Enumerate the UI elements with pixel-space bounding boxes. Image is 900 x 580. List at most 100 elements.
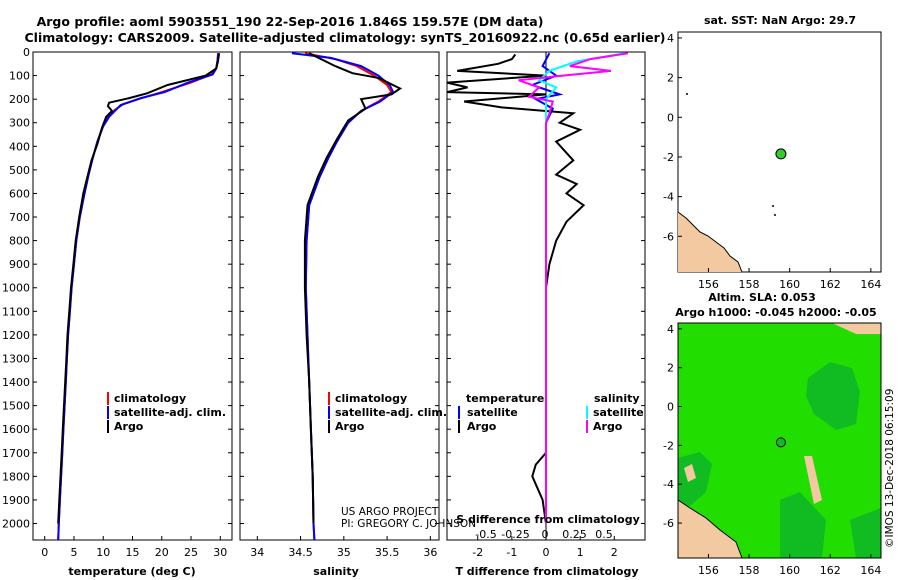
map-x-tick-label: 156 (698, 564, 719, 577)
map-y-tick-label: -6 (663, 517, 674, 530)
diff-legend-salinity-header: salinity (594, 392, 640, 405)
map-y-tick-label: -6 (663, 230, 674, 243)
map-top-coast (677, 211, 743, 273)
x-tick-label: 25 (184, 546, 198, 559)
watermark: ©IMOS 13-Dec-2018 06:15:09 (884, 389, 896, 548)
map-y-tick-label: -4 (663, 191, 674, 204)
difference-legend: temperature satellite Argo salinity sate… (458, 392, 644, 433)
depth-axis: 0 100 200 300 400 500 600 700 800 900 1000 1100 1200… (2, 46, 645, 530)
x-tick-label: -2 (472, 546, 483, 559)
map-x-tick-label: 160 (779, 278, 800, 291)
x-tick-label: 34 (250, 546, 264, 559)
x-top-tick-label: -0.5 (475, 528, 496, 541)
map-y-tick-label: 2 (667, 72, 674, 85)
series-line-satellite-adj-clim- (57, 53, 220, 541)
map-x-tick-label: 162 (820, 278, 841, 291)
temperature-panel (32, 51, 233, 541)
sal-legend-label-climatology: climatology (335, 392, 407, 405)
depth-tick-label: 1400 (2, 376, 30, 389)
map-x-tick-label: 160 (779, 564, 800, 577)
series-line-climatology (57, 53, 219, 541)
map-top-island (772, 205, 774, 207)
map-y-tick-label: -4 (663, 478, 674, 491)
depth-tick-label: 0 (23, 46, 30, 59)
x-top-tick-label: 0.5 (595, 528, 613, 541)
sla-tan-patch (684, 464, 696, 482)
map-x-tick-label: 164 (860, 564, 881, 577)
map-bottom-land (678, 500, 742, 558)
map-top-land (678, 212, 742, 272)
depth-tick-label: 1300 (2, 352, 30, 365)
argo-position-marker (775, 148, 787, 160)
depth-tick-label: 1800 (2, 470, 30, 483)
map-bottom (677, 322, 882, 559)
depth-tick-label: 500 (9, 164, 30, 177)
map-y-tick-label: -2 (663, 151, 674, 164)
sla-high-region-2 (678, 452, 712, 506)
sla-high-region-4 (850, 508, 881, 558)
map-y-tick-label: 0 (667, 401, 674, 414)
diff-legend-label-tsat: satellite (467, 406, 518, 419)
map-x-tick-label: 158 (739, 564, 760, 577)
map-top-title: sat. SST: NaN Argo: 29.7 (704, 14, 856, 27)
depth-tick-label: 1700 (2, 447, 30, 460)
tc-axis-ticks: 0 5 10 15 20 25 30 34 34.5 35 35.5 36 -2 -1 0 1 2 -0.5 -0.… (41, 528, 618, 559)
x-tick-label: 35.5 (375, 546, 400, 559)
depth-tick-label: 200 (9, 93, 30, 106)
map-top-island (686, 93, 688, 95)
series-line-t-argo (446, 53, 586, 524)
x-tick-label: 35 (337, 546, 351, 559)
sal-legend-label-satellite: satellite-adj. clim. (335, 406, 447, 419)
diff-legend-label-sclim: Argo (593, 420, 623, 433)
x-tick-label: 15 (126, 546, 140, 559)
legend-label-satellite: satellite-adj. clim. (114, 406, 226, 419)
series-line-satellite-adj-clim- (291, 52, 395, 541)
salinity-xlabel: salinity (313, 565, 359, 578)
diff-legend-temperature-header: temperature (466, 392, 544, 405)
temperature-legend: climatology satellite-adj. clim. Argo (107, 392, 226, 433)
legend-label-argo: Argo (114, 420, 144, 433)
map-x-tick-label: 156 (698, 278, 719, 291)
x-top-tick-label: 0 (542, 528, 549, 541)
map-y-tick-label: 4 (667, 323, 674, 336)
x-tick-label: 5 (70, 546, 77, 559)
depth-tick-label: 1100 (2, 305, 30, 318)
x-tick-label: 0 (543, 546, 550, 559)
map-bottom-title-2: Argo h1000: -0.045 h2000: -0.05 (675, 306, 876, 319)
depth-tick-label: 1000 (2, 282, 30, 295)
diff-legend-label-ssat: satellite (593, 406, 644, 419)
x-tick-label: 1 (577, 546, 584, 559)
x-top-tick-label: -0.25 (501, 528, 529, 541)
map-y-tick-label: 2 (667, 362, 674, 375)
map-top-island (774, 214, 776, 216)
x-tick-label: 20 (155, 546, 169, 559)
diff-legend-label-targo: Argo (467, 420, 497, 433)
depth-tick-label: 600 (9, 187, 30, 200)
series-line-s-climatology (518, 52, 629, 524)
x-tick-label: 0 (41, 546, 48, 559)
x-tick-label: 34.5 (288, 546, 313, 559)
x-tick-label: 36 (423, 546, 437, 559)
depth-tick-label: 1600 (2, 423, 30, 436)
argo-position-marker (775, 437, 786, 448)
series-line-argo (303, 52, 403, 524)
map-y-tick-label: 4 (667, 32, 674, 45)
depth-tick-label: 700 (9, 211, 30, 224)
sla-tan-patch (804, 456, 822, 504)
series-line-s-satellite (537, 52, 625, 524)
map-y-tick-label: 0 (667, 111, 674, 124)
depth-tick-label: 2000 (2, 517, 30, 530)
depth-tick-label: 400 (9, 140, 30, 153)
x-tick-label: 2 (611, 546, 618, 559)
map-bottom-frame (677, 322, 882, 559)
depth-tick-label: 900 (9, 258, 30, 271)
sla-tan-patch (832, 323, 881, 334)
x-tick-label: -1 (506, 546, 517, 559)
temperature-xlabel: temperature (deg C) (68, 565, 195, 578)
series-line-climatology (304, 52, 393, 541)
x-tick-label: 10 (96, 546, 110, 559)
credit-line-2: PI: GREGORY C. JOHNSON (341, 518, 476, 530)
salinity-legend: climatology satellite-adj. clim. Argo (328, 392, 447, 433)
depth-tick-label: 800 (9, 235, 30, 248)
